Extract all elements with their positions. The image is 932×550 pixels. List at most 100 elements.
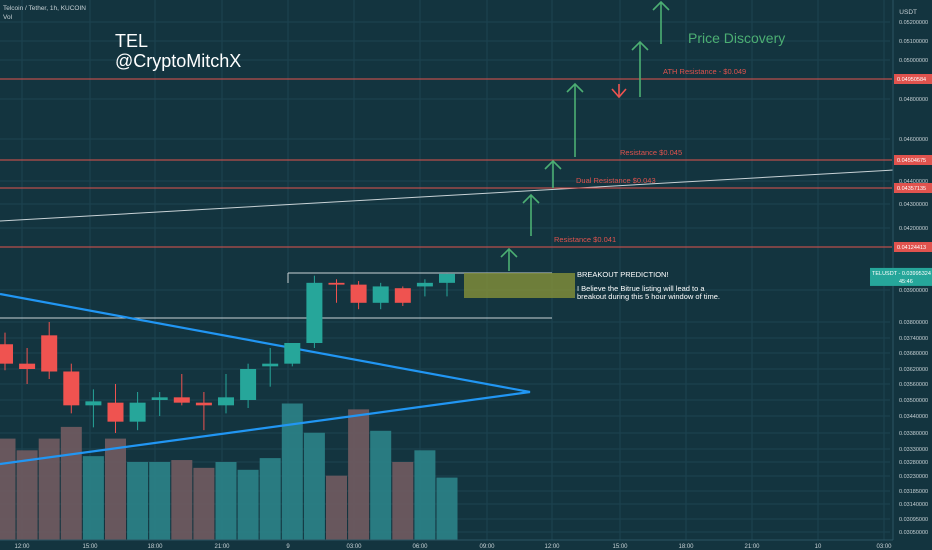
breakout-text-1: I Believe the Bitrue listing will lead t… <box>577 284 705 293</box>
candle-body <box>41 335 58 372</box>
volume-bar <box>38 438 60 540</box>
candle-body <box>416 282 433 287</box>
volume-bar <box>105 438 126 540</box>
volume-bar <box>171 460 193 540</box>
resistance-label: ATH Resistance - $0.049 <box>663 67 746 76</box>
price-tick-label: 0.03740000 <box>899 336 928 342</box>
level-price-tag <box>894 74 932 84</box>
price-axis[interactable]: 0.05200000 0.05100000 0.05000000 0.04800000… <box>870 0 932 540</box>
time-tick-label: 18:00 <box>678 544 694 550</box>
volume-bar <box>370 430 392 540</box>
breakout-text-2: breakout during this 5 hour window of ti… <box>577 292 720 301</box>
price-tick-label: 0.04400000 <box>899 179 928 185</box>
volume-bar <box>127 462 149 540</box>
up-arrow-head <box>566 82 584 93</box>
up-arrow-head <box>631 40 649 51</box>
level-price-tag-text: 0.04357135 <box>897 186 926 192</box>
level-price-tag-text: 0.04124413 <box>897 245 926 251</box>
candle-body <box>195 402 212 406</box>
breakout-window-box <box>464 273 575 298</box>
down-arrow-head <box>611 88 627 99</box>
time-tick-label: 10 <box>815 544 822 550</box>
time-axis-background <box>0 540 932 550</box>
watermark-ticker: TEL <box>115 31 148 51</box>
candle-body <box>328 282 345 285</box>
candle-body <box>85 401 102 406</box>
candles <box>0 273 455 433</box>
breakout-title: BREAKOUT PREDICTION! <box>577 270 669 279</box>
time-tick-label: 21:00 <box>744 544 760 550</box>
volume-bar <box>0 438 16 540</box>
candle-body <box>129 402 146 422</box>
volume-bar <box>281 403 303 540</box>
ascending-trendline <box>0 169 895 222</box>
volume-bar <box>326 475 347 540</box>
level-price-tag <box>894 155 932 165</box>
price-tick-label: 0.03620000 <box>899 367 928 373</box>
current-price-symbol: TELUSDT - 0.03995324 <box>872 271 931 277</box>
up-arrow-head <box>500 247 518 258</box>
volume-bar <box>259 458 281 540</box>
candle-body <box>0 344 13 364</box>
volume-bar <box>60 426 82 540</box>
candle-body <box>372 286 389 303</box>
candle-body <box>439 273 455 283</box>
level-price-tag <box>894 183 932 193</box>
candle-body <box>107 402 124 422</box>
volume-label: Vol <box>3 14 13 21</box>
volume-bar <box>414 450 436 540</box>
volume-bar <box>303 432 325 540</box>
candle-body <box>173 397 190 403</box>
price-tick-label: 0.03900000 <box>899 288 928 294</box>
grid <box>0 0 890 540</box>
arrows <box>500 0 670 271</box>
time-tick-label: 21:00 <box>214 544 230 550</box>
volume-bars <box>0 403 458 540</box>
current-price-tag <box>870 267 932 286</box>
time-tick-label: 18:00 <box>147 544 163 550</box>
candle-body <box>218 397 234 406</box>
price-tick-label: 0.03500000 <box>899 398 928 404</box>
price-discovery-label: Price Discovery <box>688 30 785 46</box>
volume-bar <box>436 477 458 540</box>
candle-body <box>350 284 367 303</box>
time-tick-label: 15:00 <box>612 544 628 550</box>
candle-body <box>284 343 301 364</box>
time-tick-label: 03:00 <box>346 544 362 550</box>
resistance-label: Resistance $0.041 <box>554 235 616 244</box>
up-arrow-head <box>544 159 562 170</box>
candle-body <box>19 363 36 369</box>
candle-body <box>306 282 323 343</box>
price-tick-label: 0.03140000 <box>899 502 928 508</box>
price-tick-label: 0.03050000 <box>899 530 928 536</box>
price-tick-label: 0.03330000 <box>899 447 928 453</box>
volume-bar <box>149 462 171 540</box>
price-tick-label: 0.03095000 <box>899 517 928 523</box>
resistance-label: Resistance $0.045 <box>620 148 682 157</box>
price-tick-label: 0.03440000 <box>899 414 928 420</box>
price-tick-label: 0.05200000 <box>899 20 928 26</box>
symbol-title: Telcoin / Tether, 1h, KUCOIN <box>3 5 86 12</box>
symmetrical-triangle <box>0 292 531 466</box>
volume-bar <box>82 456 104 540</box>
price-tick-label: 0.05000000 <box>899 58 928 64</box>
candle-body <box>240 369 257 400</box>
level-price-tag-text: 0.04950584 <box>897 77 926 83</box>
watermark-handle: @CryptoMitchX <box>115 51 241 71</box>
level-price-tag <box>894 242 932 252</box>
time-tick-label: 06:00 <box>412 544 428 550</box>
price-tick-label: 0.03185000 <box>899 489 928 495</box>
price-tick-label: 0.03280000 <box>899 460 928 466</box>
price-tick-label: 0.03800000 <box>899 320 928 326</box>
candle-body <box>394 288 411 303</box>
candle-body <box>63 371 80 406</box>
price-tick-label: 0.03560000 <box>899 382 928 388</box>
current-price-countdown: 45:46 <box>899 279 913 285</box>
currency-label: USDT <box>899 9 917 16</box>
level-price-tag-text: 0.04504675 <box>897 158 926 164</box>
time-tick-label: 03:00 <box>876 544 892 550</box>
time-tick-label: 09:00 <box>479 544 495 550</box>
time-axis[interactable]: 12:00 15:00 18:00 21:00 9 03:00 06:00 09:00 12:0… <box>0 539 932 550</box>
